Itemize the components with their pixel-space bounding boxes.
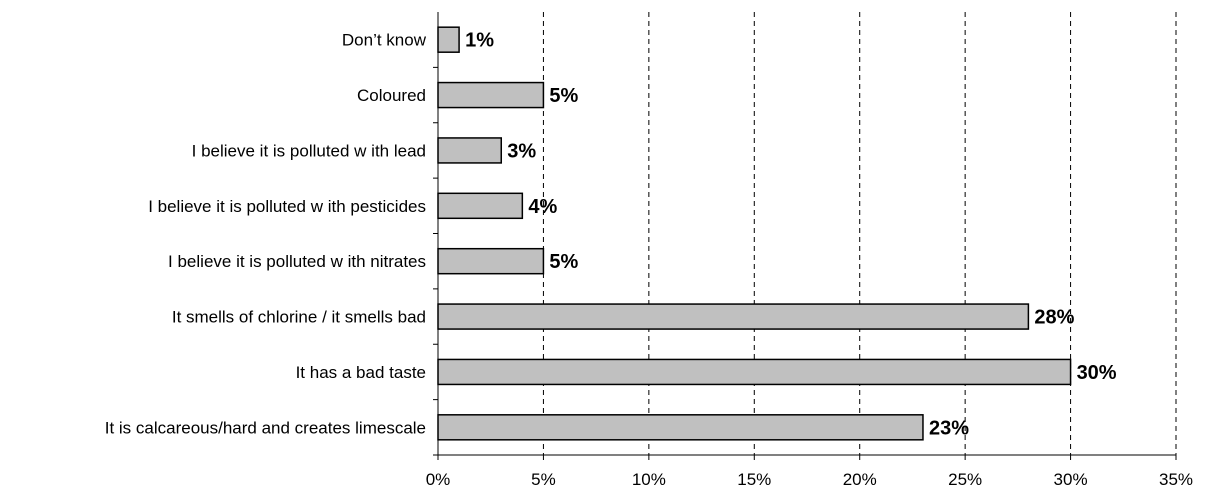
x-tick-label: 10% (632, 470, 666, 489)
data-label: 28% (1034, 307, 1074, 329)
category-labels: Don’t know Coloured I believe it is pollut… (105, 31, 427, 438)
category-label: It has a bad taste (296, 363, 426, 382)
data-label: 30% (1077, 362, 1117, 384)
category-label: It smells of chlorine / it smells bad (172, 308, 426, 327)
category-label: It is calcareous/hard and creates limesc… (105, 418, 426, 437)
bar (437, 414, 924, 441)
bar (437, 137, 503, 164)
x-tick-label: 15% (737, 470, 771, 489)
bar (437, 26, 460, 53)
bars (437, 26, 1072, 441)
axes (433, 12, 1177, 460)
x-tick-label: 25% (948, 470, 982, 489)
x-tick-label: 20% (843, 470, 877, 489)
bar (437, 358, 1072, 386)
bar (437, 192, 524, 220)
x-tick-label: 35% (1159, 470, 1193, 489)
grid-lines (542, 12, 1177, 455)
category-label: Don’t know (342, 31, 427, 50)
data-label: 1% (465, 30, 494, 52)
category-label: I believe it is polluted w ith nitrates (168, 252, 426, 271)
data-label: 3% (507, 140, 536, 162)
bar (437, 303, 1030, 330)
bar (437, 81, 545, 109)
x-tick-label: 0% (426, 470, 451, 489)
data-labels: 1% 5% 3% 4% 5% 28% 30% 23% (465, 30, 1117, 440)
category-label: I believe it is polluted w ith lead (192, 141, 426, 160)
data-label: 5% (549, 251, 578, 273)
x-tick-labels: 0% 5% 10% 15% 20% 25% 30% 35% (426, 470, 1193, 489)
x-tick-label: 5% (531, 470, 556, 489)
data-label: 5% (549, 85, 578, 107)
category-label: Coloured (357, 86, 426, 105)
data-label: 23% (929, 417, 969, 439)
category-label: I believe it is polluted w ith pesticide… (148, 197, 426, 216)
data-label: 4% (528, 196, 557, 218)
bar (437, 247, 545, 275)
x-tick-label: 30% (1054, 470, 1088, 489)
